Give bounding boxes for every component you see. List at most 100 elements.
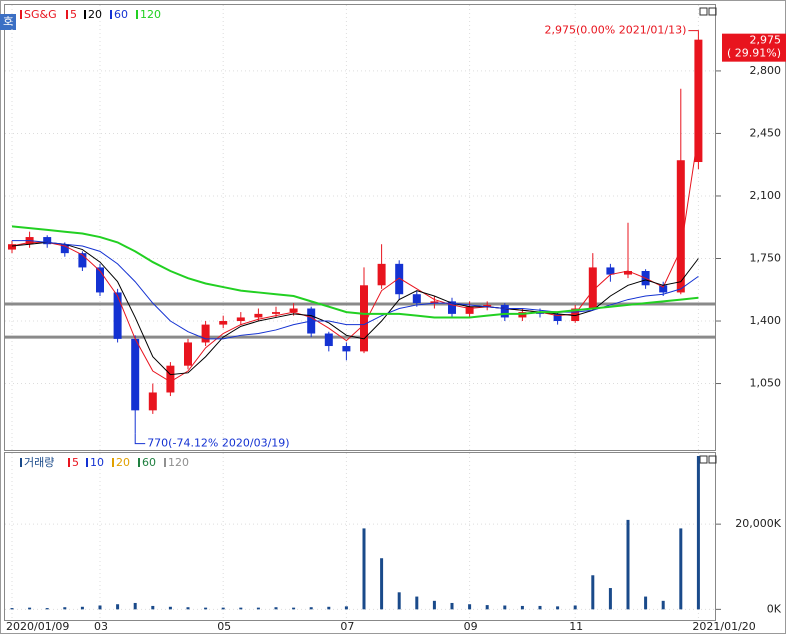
legend-entry: 5 bbox=[70, 8, 77, 21]
x-tick-label: 09 bbox=[464, 620, 478, 633]
y-tick-label: 1,400 bbox=[750, 314, 782, 327]
legend-entry: 60 bbox=[142, 456, 156, 469]
volume-bar bbox=[309, 607, 313, 610]
candle-body bbox=[694, 39, 703, 163]
volume-bar bbox=[133, 602, 137, 610]
volume-bar bbox=[98, 605, 102, 610]
moving-average bbox=[11, 133, 699, 383]
y-tick-label: 0K bbox=[767, 602, 782, 615]
volume-bar bbox=[45, 608, 49, 610]
high-annotation: 2,975(0.00% 2021/01/13) bbox=[544, 24, 686, 37]
x-tick-label: 05 bbox=[217, 620, 231, 633]
candle-body bbox=[395, 263, 404, 295]
volume-bar bbox=[415, 596, 419, 610]
legend-swatch bbox=[164, 458, 166, 467]
price-box bbox=[722, 33, 786, 62]
price-panel bbox=[4, 4, 716, 451]
volume-bar bbox=[186, 607, 190, 610]
candle-body bbox=[659, 285, 668, 293]
low-annotation: 770(-74.12% 2020/03/19) bbox=[147, 437, 289, 450]
volume-bar bbox=[538, 605, 542, 610]
candle-body bbox=[254, 313, 263, 318]
candle-body bbox=[272, 312, 280, 314]
volume-bar bbox=[292, 607, 296, 610]
moving-average bbox=[11, 225, 699, 319]
volume-bar bbox=[608, 588, 612, 610]
x-tick-label: 2021/01/20 bbox=[692, 620, 755, 633]
candle-body bbox=[324, 333, 333, 347]
candle-body bbox=[113, 292, 122, 339]
volume-bar bbox=[344, 606, 348, 610]
legend-swatch bbox=[68, 458, 70, 467]
candle-body bbox=[588, 267, 597, 309]
candle-body bbox=[500, 304, 509, 318]
volume-bar bbox=[256, 607, 260, 610]
volume-bar bbox=[591, 575, 595, 610]
legend-swatch bbox=[86, 458, 88, 467]
candle-body bbox=[184, 342, 192, 366]
candle-body bbox=[624, 270, 632, 275]
volume-bar bbox=[168, 606, 172, 610]
candle-body bbox=[571, 308, 580, 322]
volume-bar bbox=[679, 528, 683, 610]
candle-body bbox=[78, 253, 87, 268]
moving-average bbox=[11, 241, 699, 376]
volume-bar bbox=[556, 606, 560, 610]
volume-bar bbox=[626, 519, 630, 610]
legend-title: SG&G bbox=[24, 8, 57, 21]
x-tick-label: 03 bbox=[94, 620, 108, 633]
window-icon[interactable] bbox=[699, 7, 708, 16]
legend-swatch bbox=[20, 458, 22, 467]
legend-swatch bbox=[20, 10, 22, 19]
candle-body bbox=[676, 160, 685, 293]
y-tick-label: 1,750 bbox=[750, 251, 782, 264]
candle-body bbox=[430, 301, 439, 304]
close-icon[interactable] bbox=[708, 7, 717, 16]
legend-swatch bbox=[136, 10, 138, 19]
legend-entry: 120 bbox=[168, 456, 189, 469]
close-icon[interactable] bbox=[708, 455, 717, 464]
candle-body bbox=[8, 244, 16, 250]
legend-entry: 10 bbox=[90, 456, 104, 469]
volume-bar bbox=[432, 600, 436, 610]
legend-entry: 20 bbox=[116, 456, 130, 469]
high-pointer bbox=[688, 30, 699, 40]
candle-body bbox=[219, 321, 228, 325]
y-tick-label: 2,450 bbox=[750, 126, 782, 139]
legend-entry: 20 bbox=[88, 8, 102, 21]
volume-bar bbox=[450, 602, 454, 610]
window-icon[interactable] bbox=[699, 455, 708, 464]
volume-bar bbox=[10, 608, 14, 610]
volume-bar bbox=[63, 607, 67, 610]
x-tick-label: 2020/01/09 bbox=[6, 620, 69, 633]
y-tick-label: 1,050 bbox=[750, 377, 782, 390]
volume-bar bbox=[397, 592, 401, 610]
legend-entry: 120 bbox=[140, 8, 161, 21]
candle-body bbox=[606, 267, 615, 275]
legend-swatch bbox=[110, 10, 112, 19]
candle-body bbox=[483, 304, 492, 307]
candle-body bbox=[377, 263, 386, 286]
legend-title: 거래량 bbox=[24, 456, 54, 469]
candle-body bbox=[131, 338, 140, 411]
candle-body bbox=[148, 392, 157, 411]
volume-bar bbox=[327, 606, 331, 610]
volume-bar bbox=[485, 605, 489, 610]
legend-entry: 5 bbox=[72, 456, 79, 469]
volume-bar bbox=[644, 596, 648, 610]
volume-bar bbox=[221, 607, 225, 610]
candle-body bbox=[43, 237, 52, 245]
x-tick-label: 11 bbox=[569, 620, 583, 633]
volume-bar bbox=[520, 605, 524, 610]
last-change: ( 29.91%) bbox=[727, 47, 781, 60]
candle-body bbox=[166, 365, 175, 393]
candle-body bbox=[448, 301, 456, 314]
volume-bar bbox=[116, 604, 120, 610]
candle-body bbox=[236, 317, 245, 322]
x-tick-label: 07 bbox=[340, 620, 354, 633]
candle-body bbox=[553, 313, 562, 322]
volume-bar bbox=[274, 607, 278, 610]
candle-body bbox=[96, 267, 104, 293]
low-pointer bbox=[134, 433, 146, 445]
